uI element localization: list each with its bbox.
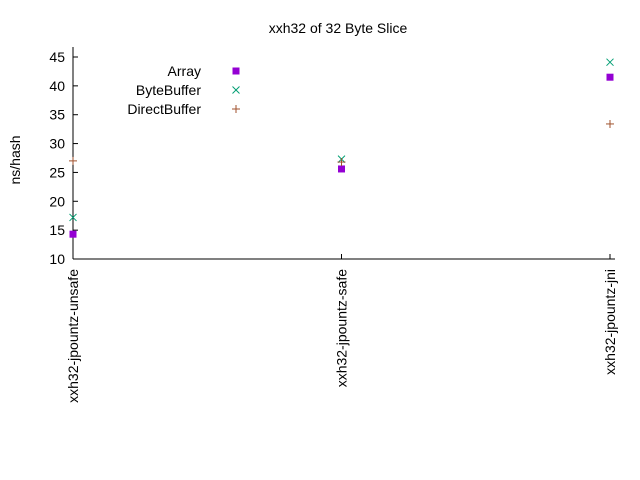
axes — [72, 47, 615, 260]
legend-marker — [232, 67, 240, 75]
x-ticks: xxh32-jpountz-unsafe xxh32-jpountz-safe xx… — [65, 254, 618, 403]
x-tick-label: xxh32-jpountz-jni — [602, 269, 618, 375]
series-array — [69, 73, 614, 238]
y-tick-label: 45 — [49, 49, 65, 65]
x-tick-label: xxh32-jpountz-unsafe — [65, 269, 81, 403]
y-tick-label: 40 — [49, 78, 65, 94]
legend-label: Array — [168, 63, 201, 79]
legend-label: DirectBuffer — [127, 101, 201, 117]
chart-title: xxh32 of 32 Byte Slice — [269, 20, 408, 36]
data-point — [337, 158, 346, 167]
legend-marker — [232, 86, 240, 94]
y-tick-label: 20 — [49, 193, 65, 209]
y-ticks: 10 15 20 25 30 35 40 45 — [49, 49, 78, 267]
data-point — [69, 213, 77, 222]
data-point — [69, 156, 77, 165]
y-tick-label: 30 — [49, 136, 65, 152]
data-point — [606, 119, 614, 128]
y-tick-label: 15 — [49, 222, 65, 238]
legend-marker — [232, 105, 240, 113]
y-tick-label: 35 — [49, 107, 65, 123]
legend: Array ByteBuffer DirectBuffer — [127, 63, 240, 117]
legend-label: ByteBuffer — [136, 82, 201, 98]
y-axis-label: ns/hash — [7, 135, 23, 184]
data-point — [606, 58, 614, 67]
x-tick-label: xxh32-jpountz-safe — [334, 269, 350, 388]
y-tick-label: 10 — [49, 251, 65, 267]
data-point — [69, 230, 77, 238]
data-point — [338, 165, 345, 173]
y-tick-label: 25 — [49, 164, 65, 180]
series-directbuffer — [69, 119, 614, 167]
series-bytebuffer — [69, 58, 614, 222]
data-point — [606, 73, 614, 81]
data-points — [69, 58, 614, 238]
